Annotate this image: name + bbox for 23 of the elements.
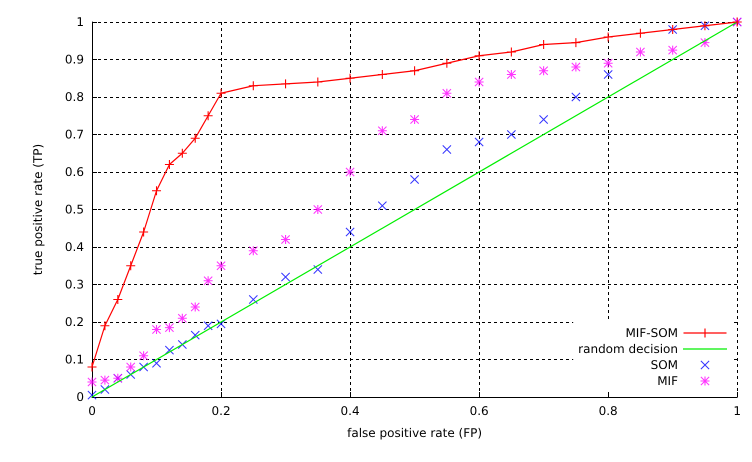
y-tick-label: 0.4 <box>64 240 84 254</box>
y-axis-title: true positive rate (TP) <box>31 144 45 276</box>
y-tick-label: 0.3 <box>64 278 84 292</box>
y-tick-label: 0.7 <box>64 128 84 142</box>
legend-label: MIF-SOM <box>625 326 678 340</box>
x-tick-label: 0.2 <box>211 404 231 418</box>
x-tick-label: 0.4 <box>340 404 360 418</box>
y-tick-label: 0.8 <box>64 90 84 104</box>
legend-label: MIF <box>657 374 678 388</box>
legend-label: random decision <box>578 342 678 356</box>
x-tick-label: 1 <box>733 404 742 418</box>
y-tick-label: 0.2 <box>64 315 84 329</box>
y-tick-label: 0.9 <box>64 52 84 66</box>
legend-label: SOM <box>650 358 678 372</box>
x-tick-label: 0 <box>88 404 96 418</box>
y-tick-label: 0.6 <box>64 165 84 179</box>
y-tick-label: 0 <box>76 390 84 404</box>
y-tick-label: 1 <box>76 15 84 29</box>
y-tick-label: 0.1 <box>64 352 84 366</box>
x-tick-label: 0.8 <box>598 404 618 418</box>
x-axis-title: false positive rate (FP) <box>347 426 482 440</box>
x-tick-label: 0.6 <box>470 404 489 418</box>
y-tick-label: 0.5 <box>64 202 84 216</box>
